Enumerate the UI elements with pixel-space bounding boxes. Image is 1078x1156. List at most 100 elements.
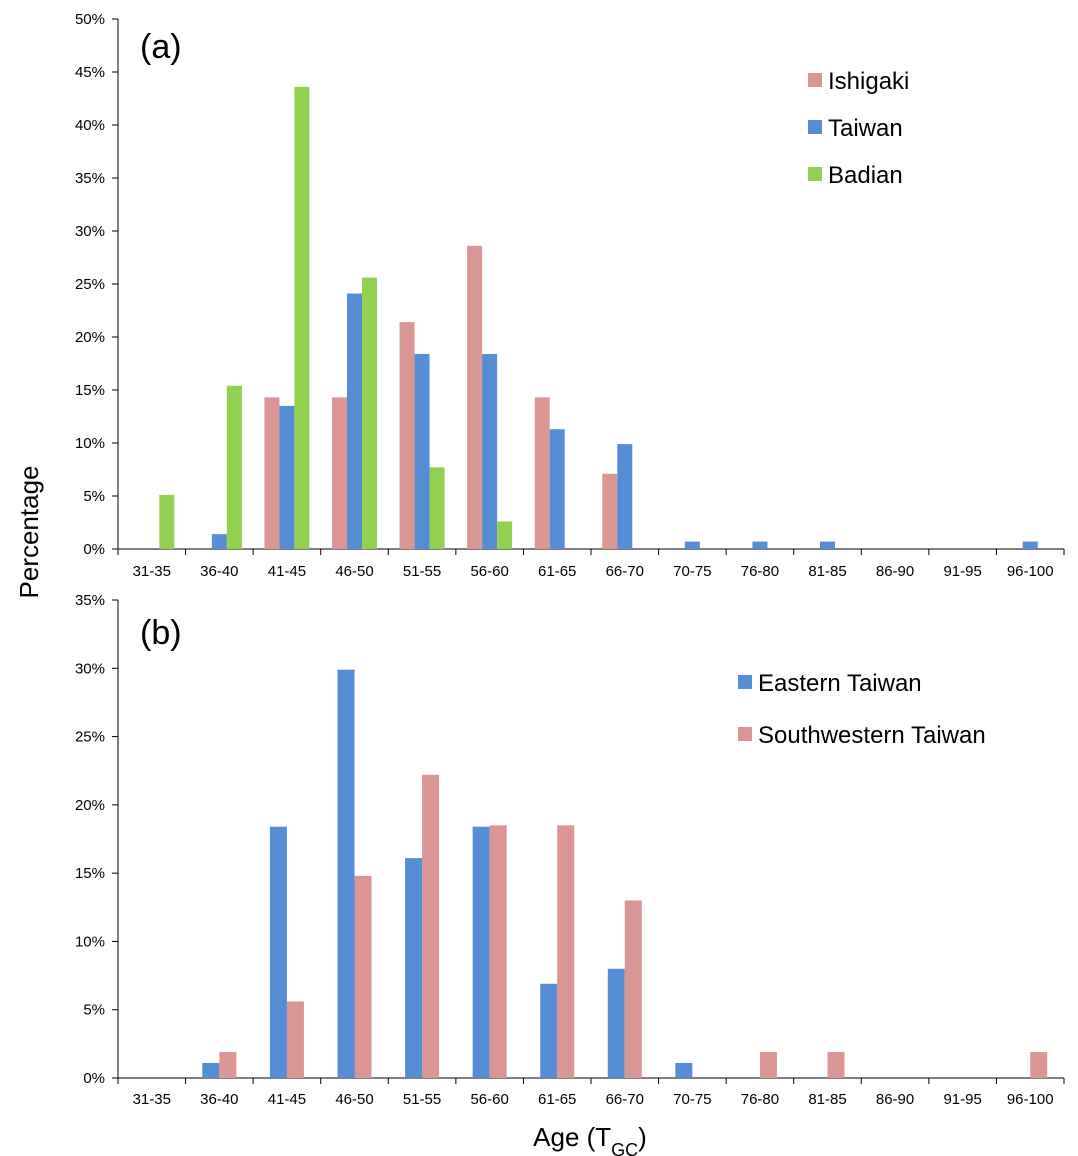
bar-taiwan (1022, 541, 1038, 549)
x-tick-label: 96-100 (1007, 563, 1054, 580)
y-tick-label: 0% (83, 541, 105, 558)
x-tick-label: 61-65 (538, 563, 576, 580)
legend-label: Southwestern Taiwan (758, 722, 986, 749)
bar-eastern-taiwan (405, 858, 423, 1078)
bar-taiwan (279, 405, 295, 549)
bar-badian (362, 277, 377, 549)
bar-southwestern-taiwan (624, 900, 642, 1078)
bar-southwestern-taiwan (219, 1052, 237, 1078)
y-tick-label: 30% (75, 660, 105, 677)
bar-ishigaki (264, 397, 280, 549)
y-tick-label: 5% (83, 488, 105, 505)
legend-swatch (808, 73, 822, 87)
bar-taiwan (482, 353, 498, 549)
legend-swatch (738, 675, 752, 689)
bar-southwestern-taiwan (1030, 1052, 1048, 1078)
x-tick-label: 46-50 (335, 563, 373, 580)
bar-taiwan (684, 541, 700, 549)
x-tick-label: 46-50 (335, 1091, 373, 1108)
x-tick-label: 41-45 (268, 563, 306, 580)
bar-badian (429, 467, 445, 549)
x-tick-label: 66-70 (606, 563, 644, 580)
bar-southwestern-taiwan (422, 774, 440, 1078)
bar-ishigaki (602, 473, 618, 549)
bar-eastern-taiwan (337, 669, 355, 1078)
y-tick-label: 40% (75, 117, 105, 134)
bar-southwestern-taiwan (759, 1052, 777, 1078)
bar-taiwan (211, 534, 227, 549)
panel-label: (a) (140, 28, 182, 66)
legend-label: Eastern Taiwan (758, 670, 922, 697)
y-tick-label: 15% (75, 382, 105, 399)
y-tick-label: 30% (75, 223, 105, 240)
bar-taiwan (617, 444, 633, 549)
y-tick-label: 25% (75, 729, 105, 746)
x-tick-label: 31-35 (133, 563, 171, 580)
x-tick-label: 86-90 (876, 563, 914, 580)
bar-taiwan (752, 541, 768, 549)
bar-ishigaki (332, 397, 347, 549)
y-tick-label: 45% (75, 64, 105, 81)
x-tick-label: 81-85 (808, 563, 846, 580)
x-tick-label: 51-55 (403, 563, 441, 580)
x-tick-label: 31-35 (133, 1091, 171, 1108)
x-tick-label: 91-95 (943, 1091, 981, 1108)
x-tick-label: 56-60 (470, 1091, 508, 1108)
legend-label: Ishigaki (828, 68, 909, 95)
x-tick-label: 41-45 (268, 1091, 306, 1108)
y-tick-label: 20% (75, 329, 105, 346)
bar-taiwan (414, 353, 430, 549)
y-tick-label: 15% (75, 865, 105, 882)
y-tick-label: 35% (75, 592, 105, 609)
x-tick-label: 76-80 (741, 563, 779, 580)
x-tick-label: 91-95 (943, 563, 981, 580)
legend-label: Taiwan (828, 115, 903, 142)
bar-badian (497, 521, 513, 549)
x-axis-title-subscript: GC (611, 1140, 638, 1156)
x-tick-label: 66-70 (606, 1091, 644, 1108)
x-tick-label: 86-90 (876, 1091, 914, 1108)
bar-ishigaki (467, 245, 483, 549)
bar-ishigaki (399, 322, 415, 549)
panel-b: 0% 5% 10% 15% 20% 25% 30% 35% 31-35 36-40 41-45 46-… (75, 592, 1065, 1108)
y-tick-label: 10% (75, 933, 105, 950)
legend-swatch (808, 167, 822, 181)
legend: Eastern Taiwan Southwestern Taiwan (738, 670, 986, 749)
bar-ishigaki (534, 397, 550, 549)
legend: Ishigaki Taiwan Badian (808, 68, 909, 189)
bar-eastern-taiwan (675, 1062, 693, 1078)
bar-taiwan (820, 541, 835, 549)
legend-label: Badian (828, 162, 903, 189)
y-tick-label: 20% (75, 797, 105, 814)
bar-southwestern-taiwan (489, 825, 507, 1078)
legend-swatch (808, 120, 822, 134)
y-tick-label: 50% (75, 11, 105, 28)
bar-eastern-taiwan (607, 968, 625, 1078)
legend-swatch (738, 727, 752, 741)
bar-southwestern-taiwan (557, 825, 575, 1078)
bar-eastern-taiwan (202, 1062, 220, 1078)
x-tick-label: 36-40 (200, 1091, 238, 1108)
y-tick-label: 35% (75, 170, 105, 187)
bar-southwestern-taiwan (354, 875, 372, 1078)
x-tick-label: 96-100 (1007, 1091, 1054, 1108)
bar-badian (226, 385, 242, 549)
bar-eastern-taiwan (540, 983, 558, 1078)
x-axis-title: Age (TGC) (533, 1122, 647, 1156)
y-tick-label: 0% (83, 1070, 105, 1087)
x-tick-label: 56-60 (470, 563, 508, 580)
bar-eastern-taiwan (269, 826, 287, 1078)
bar-southwestern-taiwan (827, 1052, 845, 1078)
bar-badian (294, 86, 310, 549)
x-tick-label: 81-85 (808, 1091, 846, 1108)
x-tick-label: 61-65 (538, 1091, 576, 1108)
x-axis-title-main: Age (T (533, 1122, 611, 1152)
bar-taiwan (549, 429, 565, 549)
x-tick-label: 36-40 (200, 563, 238, 580)
y-tick-label: 25% (75, 276, 105, 293)
bar-eastern-taiwan (472, 826, 490, 1078)
y-tick-label: 5% (83, 1002, 105, 1019)
x-tick-label: 70-75 (673, 1091, 711, 1108)
panel-a: 0% 5% 10% 15% 20% 25% 30% 35% 40% 45% 50% 31-35 36-4… (75, 11, 1065, 580)
